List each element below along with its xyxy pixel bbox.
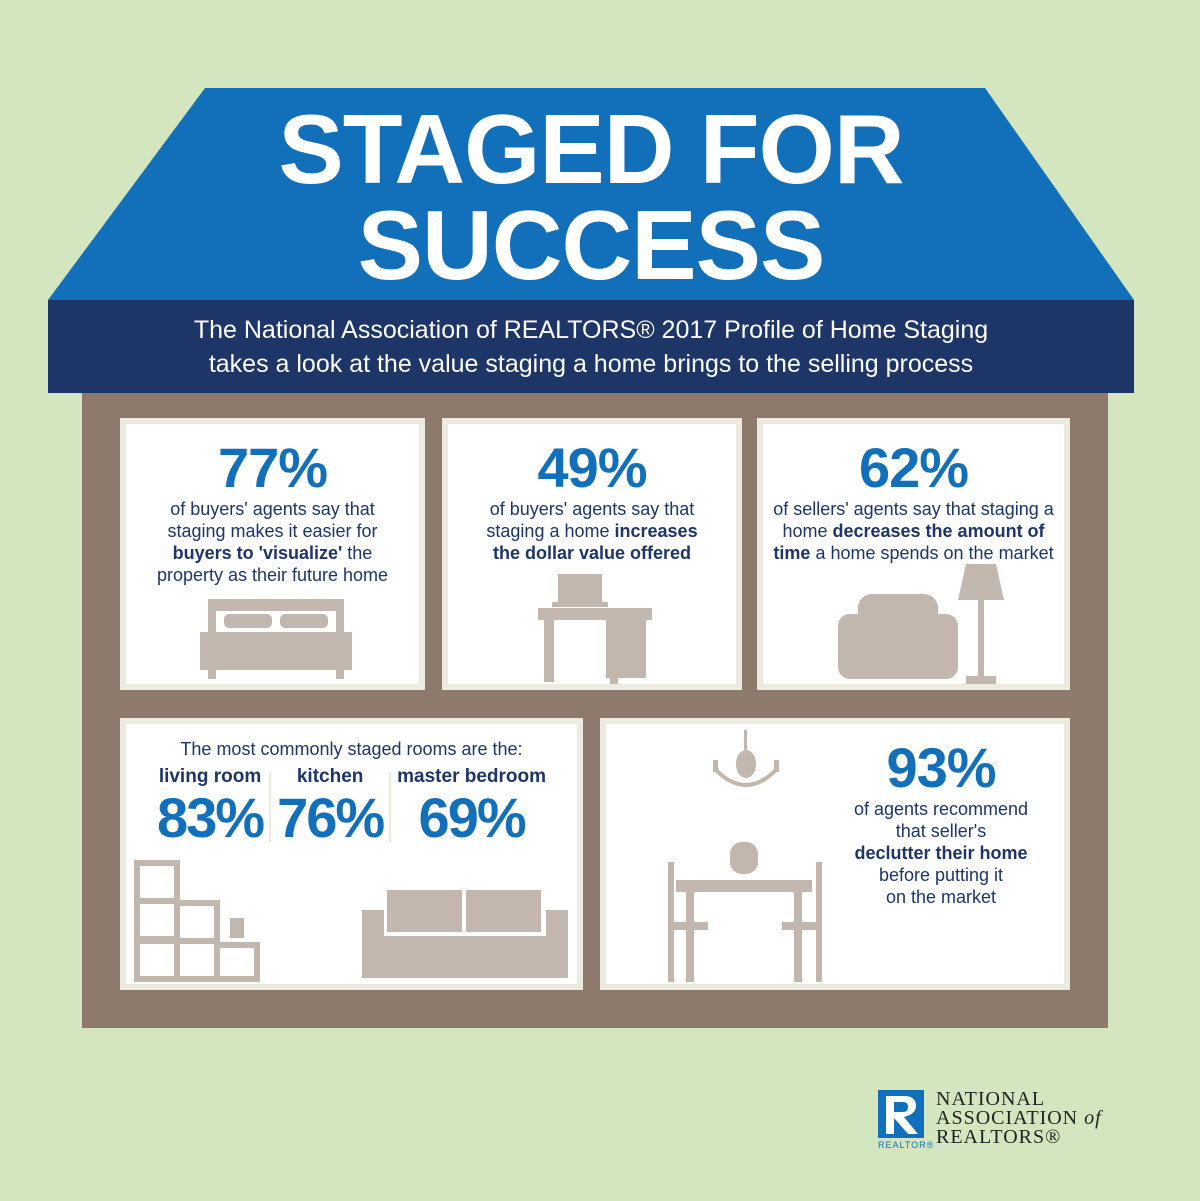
stat-card-time-on-market: 62% of sellers' agents say that staging …	[757, 418, 1070, 690]
realtor-r-icon	[878, 1090, 924, 1138]
stat-text: of buyers' agents say that staging makes…	[156, 499, 389, 585]
stat-value: 62%	[858, 436, 969, 499]
declutter-text: 93% of agents recommend that seller's decl…	[806, 738, 1076, 908]
room-kitchen: kitchen 76%	[277, 766, 385, 849]
nar-wordmark: NATIONAL ASSOCIATION of REALTORS®	[936, 1088, 1102, 1148]
stat-card-buyers-visualize: 77% of buyers' agents say that staging m…	[120, 418, 425, 690]
title-line-2: SUCCESS	[357, 190, 826, 300]
armchair-lamp-icon	[838, 564, 1004, 684]
sofa-icon	[362, 890, 568, 978]
stat-value: 49%	[537, 436, 647, 499]
bookshelf-icon	[134, 860, 260, 982]
divider	[269, 772, 272, 842]
divider	[389, 772, 392, 842]
stat-text: of sellers' agents say that staging a ho…	[773, 499, 1054, 563]
room-living-room: living room 83%	[156, 766, 265, 849]
room-master-bedroom: master bedroom 69%	[397, 766, 547, 849]
desk-icon	[538, 574, 652, 684]
subtitle-banner: The National Association of REALTORS® 20…	[48, 300, 1134, 393]
rooms-card: The most commonly staged rooms are the: …	[120, 718, 583, 990]
rooms-heading: The most commonly staged rooms are the:	[180, 739, 523, 759]
realtor-mark: REALTOR®	[878, 1140, 935, 1150]
bed-icon	[200, 599, 352, 679]
subtitle-line-1: The National Association of REALTORS® 20…	[193, 316, 989, 344]
subtitle-line-2: takes a look at the value staging a home…	[208, 350, 974, 378]
title-line-1: STAGED FOR	[278, 94, 904, 204]
chandelier-icon	[713, 730, 779, 787]
stat-text: of buyers' agents say that staging a hom…	[486, 499, 698, 563]
stat-card-dollar-value: 49% of buyers' agents say that staging a…	[442, 418, 742, 690]
stat-value: 93%	[886, 736, 996, 799]
declutter-card: 93% of agents recommend that seller's decl…	[600, 718, 1070, 990]
nar-logo: REALTOR® NATIONAL ASSOCIATION of REALTORS®	[878, 1089, 1101, 1157]
dining-table-icon	[668, 842, 822, 982]
roof	[48, 88, 1134, 300]
stat-value: 77%	[217, 436, 328, 499]
